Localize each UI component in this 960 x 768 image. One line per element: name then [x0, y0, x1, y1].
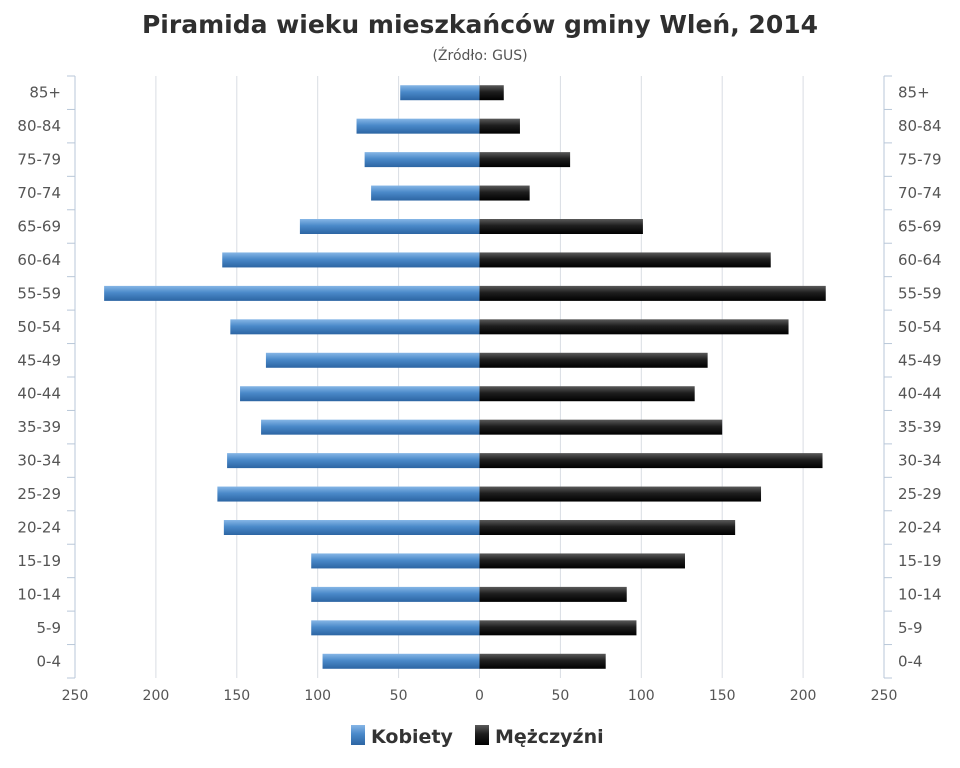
legend[interactable]: Kobiety Mężczyźni — [351, 725, 604, 748]
category-label-left: 75-79 — [17, 151, 61, 169]
category-label-right: 25-29 — [898, 485, 942, 503]
bar-men-40-44[interactable] — [479, 386, 695, 402]
x-tick-label: 100 — [628, 688, 655, 704]
category-label-right: 70-74 — [898, 184, 942, 202]
category-label-left: 10-14 — [17, 585, 61, 603]
category-label-right: 75-79 — [898, 151, 942, 169]
x-tick-label: 50 — [390, 688, 408, 704]
bar-men-85+[interactable] — [479, 85, 504, 101]
bar-women-30-34[interactable] — [227, 453, 480, 469]
category-label-left: 15-19 — [17, 552, 61, 570]
bar-men-25-29[interactable] — [479, 486, 762, 502]
bar-women-0-4[interactable] — [322, 653, 480, 669]
category-label-left: 20-24 — [17, 519, 61, 537]
bars — [104, 85, 826, 669]
x-tick-label: 150 — [709, 688, 736, 704]
legend-label-men[interactable]: Mężczyźni — [495, 726, 604, 748]
category-label-right: 10-14 — [898, 585, 942, 603]
axes — [67, 75, 892, 679]
bar-women-5-9[interactable] — [311, 620, 480, 636]
category-label-left: 65-69 — [17, 218, 61, 236]
legend-label-women[interactable]: Kobiety — [371, 726, 454, 748]
category-label-right: 35-39 — [898, 418, 942, 436]
category-label-right: 20-24 — [898, 519, 942, 537]
bar-men-10-14[interactable] — [479, 586, 627, 602]
category-label-left: 45-49 — [17, 351, 61, 369]
category-label-right: 65-69 — [898, 218, 942, 236]
bar-women-10-14[interactable] — [311, 586, 480, 602]
bar-men-65-69[interactable] — [479, 219, 643, 234]
bar-women-40-44[interactable] — [240, 386, 480, 402]
bar-men-5-9[interactable] — [479, 620, 637, 636]
category-label-right: 85+ — [898, 84, 930, 102]
category-label-right: 45-49 — [898, 351, 942, 369]
x-tick-label: 0 — [475, 688, 484, 704]
category-label-left: 35-39 — [17, 418, 61, 436]
bar-women-75-79[interactable] — [364, 152, 480, 168]
x-tick-labels: 250 200 150 100 50 0 50 100 150 200 250 — [62, 688, 898, 704]
bar-men-45-49[interactable] — [479, 352, 708, 368]
category-label-left: 60-64 — [17, 251, 61, 269]
legend-swatch-women[interactable] — [351, 725, 365, 745]
category-label-left: 0-4 — [37, 652, 62, 670]
x-tick-label: 50 — [551, 688, 569, 704]
bar-women-50-54[interactable] — [230, 319, 480, 335]
bar-men-15-19[interactable] — [479, 553, 685, 569]
bar-men-60-64[interactable] — [479, 252, 771, 268]
category-label-right: 5-9 — [898, 619, 923, 637]
x-tick-label: 250 — [62, 688, 89, 704]
bar-men-55-59[interactable] — [479, 285, 826, 301]
category-label-right: 15-19 — [898, 552, 942, 570]
x-tick-label: 200 — [143, 688, 170, 704]
bar-women-15-19[interactable] — [311, 553, 480, 569]
bar-women-45-49[interactable] — [265, 352, 480, 368]
category-label-left: 5-9 — [37, 619, 62, 637]
category-label-left: 85+ — [29, 84, 61, 102]
category-label-left: 40-44 — [17, 385, 61, 403]
bar-men-70-74[interactable] — [479, 185, 530, 201]
bar-men-20-24[interactable] — [479, 520, 736, 535]
category-label-right: 55-59 — [898, 284, 942, 302]
bar-men-0-4[interactable] — [479, 653, 606, 669]
category-labels: 85+ 85+ 80-84 80-84 75-79 75-79 70-74 70-74 65-6… — [17, 84, 941, 671]
category-label-left: 70-74 — [17, 184, 61, 202]
legend-swatch-men[interactable] — [475, 725, 489, 745]
category-label-right: 0-4 — [898, 652, 923, 670]
bar-men-35-39[interactable] — [479, 419, 723, 435]
bar-men-80-84[interactable] — [479, 118, 520, 134]
category-label-left: 50-54 — [17, 318, 61, 336]
category-label-right: 40-44 — [898, 385, 942, 403]
grid-lines — [155, 76, 804, 678]
category-label-left: 55-59 — [17, 284, 61, 302]
bar-women-85+[interactable] — [400, 85, 480, 101]
bar-men-30-34[interactable] — [479, 453, 823, 469]
bar-women-70-74[interactable] — [371, 185, 480, 201]
bar-women-20-24[interactable] — [223, 520, 480, 535]
chart-title: Piramida wieku mieszkańców gminy Wleń, 2… — [142, 10, 818, 39]
bar-women-25-29[interactable] — [217, 486, 480, 502]
bar-women-35-39[interactable] — [261, 419, 480, 435]
bar-women-65-69[interactable] — [299, 219, 480, 234]
category-label-right: 30-34 — [898, 452, 942, 470]
x-tick-label: 100 — [304, 688, 331, 704]
bar-men-50-54[interactable] — [479, 319, 789, 335]
x-tick-label: 250 — [871, 688, 898, 704]
category-label-right: 60-64 — [898, 251, 942, 269]
category-label-right: 80-84 — [898, 117, 942, 135]
category-label-left: 25-29 — [17, 485, 61, 503]
chart-subtitle: (Źródło: GUS) — [432, 46, 527, 64]
bar-women-55-59[interactable] — [104, 285, 480, 301]
bar-men-75-79[interactable] — [479, 152, 571, 168]
x-tick-label: 150 — [223, 688, 250, 704]
x-tick-label: 200 — [790, 688, 817, 704]
bar-women-80-84[interactable] — [356, 118, 480, 134]
category-label-right: 50-54 — [898, 318, 942, 336]
category-label-left: 30-34 — [17, 452, 61, 470]
category-label-left: 80-84 — [17, 117, 61, 135]
bar-women-60-64[interactable] — [222, 252, 480, 268]
